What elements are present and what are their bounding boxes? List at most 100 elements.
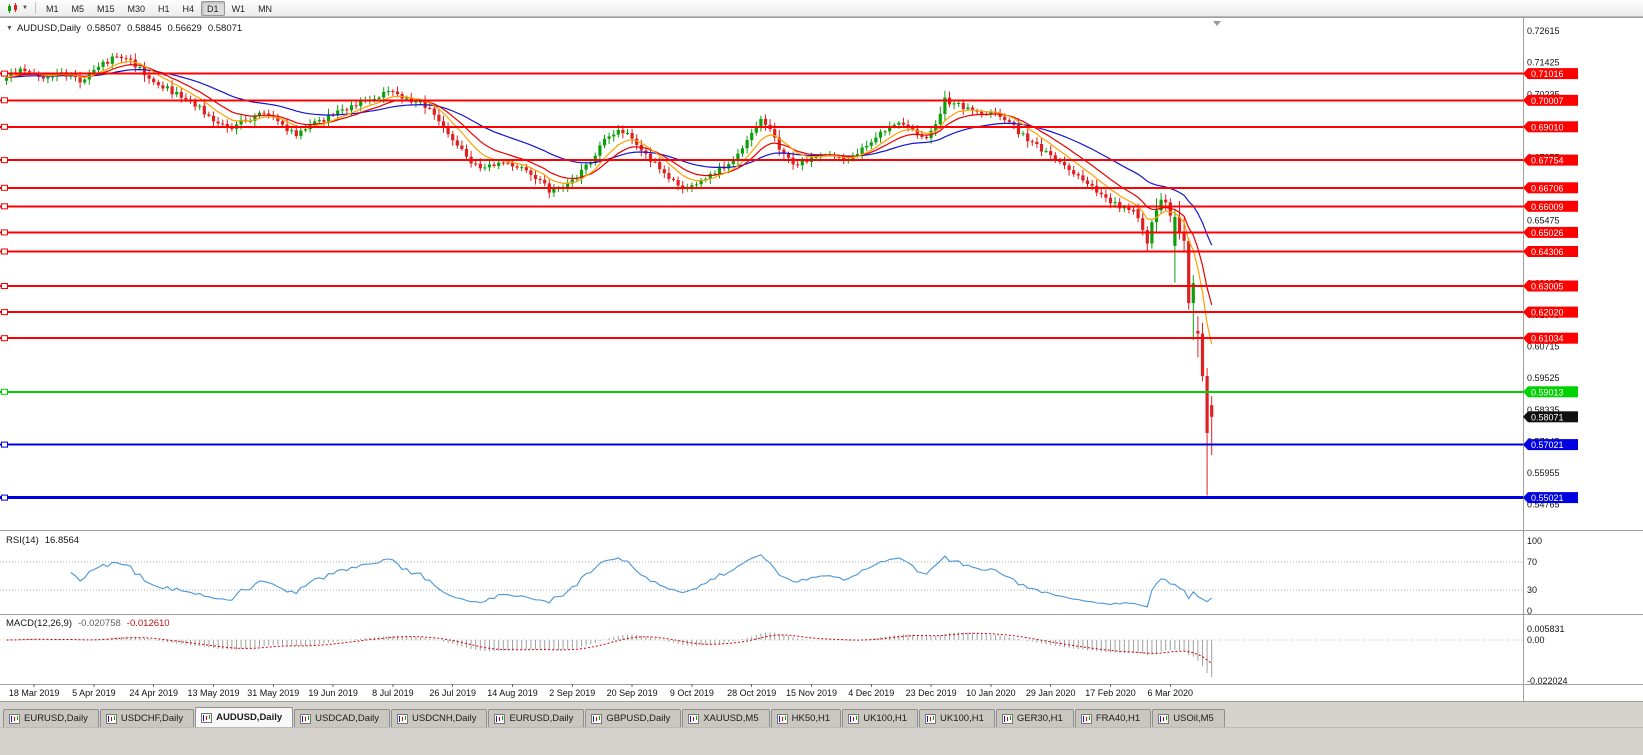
svg-text:0.57021: 0.57021 xyxy=(1531,440,1564,450)
price-tag: 0.64306 xyxy=(1523,246,1578,257)
date-axis-label: 10 Jan 2020 xyxy=(966,688,1016,698)
date-axis-label: 2 Sep 2019 xyxy=(549,688,595,698)
macd-axis-label: 0.00 xyxy=(1527,635,1545,645)
rsi-value: 16.8564 xyxy=(44,535,80,546)
chart-tab[interactable]: USDCHF,Daily xyxy=(99,709,195,727)
chart-type-button[interactable]: ▼ xyxy=(4,1,31,16)
chart-tab-label: XAUUSD,M5 xyxy=(703,713,759,724)
date-axis[interactable]: 18 Mar 2019 5 Apr 2019 24 Apr 2019 13 May 2… xyxy=(9,684,1193,698)
price-tag: 0.59013 xyxy=(1523,386,1578,398)
chart-tab-icon xyxy=(201,712,213,723)
timeframe-button-m5[interactable]: M5 xyxy=(71,3,84,14)
chart-tab[interactable]: UK100,H1 xyxy=(842,709,919,727)
date-axis-label: 20 Sep 2019 xyxy=(607,688,658,698)
chart-tab-icon xyxy=(776,713,788,724)
horizontal-line[interactable] xyxy=(0,203,1523,210)
price-axis-label: 0.58335 xyxy=(1527,405,1560,415)
chart-tab-label: EURUSD,Daily xyxy=(24,713,88,724)
chart-tab[interactable]: XAUUSD,M5 xyxy=(682,709,770,727)
horizontal-line[interactable] xyxy=(0,335,1523,342)
macd-axis-label: -0.022024 xyxy=(1527,676,1568,686)
horizontal-line[interactable] xyxy=(0,184,1523,191)
candles xyxy=(4,52,1214,496)
open-value: 0.58507 xyxy=(86,23,122,34)
chart-tab-label: EURUSD,Daily xyxy=(509,713,574,724)
timeframe-button-mn[interactable]: MN xyxy=(258,3,273,14)
timeframe-button-m15[interactable]: M15 xyxy=(96,3,115,14)
price-axis-label: 0.59525 xyxy=(1527,373,1560,383)
chart-tab[interactable]: GER30,H1 xyxy=(995,709,1074,727)
price-axis-label: 0.65475 xyxy=(1527,216,1560,226)
horizontal-line[interactable] xyxy=(0,494,1523,501)
date-axis-label: 19 Jun 2019 xyxy=(308,688,358,698)
timeframe-button-h1[interactable]: H1 xyxy=(158,3,170,14)
svg-text:0.55021: 0.55021 xyxy=(1531,493,1564,503)
horizontal-line[interactable] xyxy=(0,388,1523,395)
date-axis-label: 13 May 2019 xyxy=(187,688,239,698)
chart-shift-marker[interactable] xyxy=(1213,21,1221,26)
price-tag: 0.61034 xyxy=(1523,332,1578,344)
chart-window: 0.726150.714250.702350.690450.678550.666… xyxy=(0,17,1643,702)
chart-tab[interactable]: AUDUSD,Daily xyxy=(195,707,294,727)
chart-tab[interactable]: HK50,H1 xyxy=(770,709,842,727)
chart-tab[interactable]: FRA40,H1 xyxy=(1074,709,1152,727)
horizontal-line[interactable] xyxy=(0,229,1523,236)
rsi-axis-label: 0 xyxy=(1527,606,1532,616)
date-axis-label: 17 Feb 2020 xyxy=(1085,688,1136,698)
chart-title: ▼ AUDUSD,Daily 0.58507 0.58845 0.56629 0.5807… xyxy=(6,23,242,34)
rsi-line xyxy=(70,554,1213,608)
date-axis-label: 15 Nov 2019 xyxy=(786,688,837,698)
price-axis-label: 0.72615 xyxy=(1527,26,1560,36)
price-axis-label: 0.54765 xyxy=(1527,499,1560,509)
chart-tab[interactable]: UK100,H1 xyxy=(919,709,995,727)
chart-tab-label: USDCHF,Daily xyxy=(120,713,184,724)
chart-tab[interactable]: USDCNH,Daily xyxy=(391,709,488,727)
candlestick-chart-icon xyxy=(8,2,17,13)
chart-tab[interactable]: GBPUSD,Daily xyxy=(585,709,682,727)
svg-text:0.63005: 0.63005 xyxy=(1531,282,1564,292)
ma-slow-blue-line xyxy=(6,68,1213,246)
chart-tab-label: HK50,H1 xyxy=(791,713,831,724)
timeframe-toolbar: ▼ M1 M5 M15 M30 H1 H4 D1 W1 MN xyxy=(0,0,1643,17)
macd-axis-label: 0.005831 xyxy=(1527,624,1565,634)
horizontal-line[interactable] xyxy=(0,309,1523,316)
status-bar xyxy=(0,727,1643,755)
chart-tabs-bar: EURUSD,Daily USDCHF,Daily AUDUSD,Daily USDC… xyxy=(0,706,1643,727)
chart-tab-label: UK100,H1 xyxy=(863,713,908,724)
timeframe-button-m30[interactable]: M30 xyxy=(127,3,146,14)
horizontal-line[interactable] xyxy=(0,97,1523,104)
chart-canvas[interactable]: 0.726150.714250.702350.690450.678550.666… xyxy=(0,17,1643,702)
chart-tab-icon xyxy=(494,713,506,724)
chart-tab[interactable]: EURUSD,Daily xyxy=(488,709,585,727)
close-value: 0.58071 xyxy=(207,23,243,34)
horizontal-line[interactable] xyxy=(0,248,1523,255)
timeframe-button-m1[interactable]: M1 xyxy=(45,3,59,14)
horizontal-line[interactable] xyxy=(0,283,1523,289)
chart-tab-icon xyxy=(300,713,312,724)
collapse-icon[interactable]: ▼ xyxy=(6,25,13,32)
tabbar-gap xyxy=(0,702,1643,706)
rsi-axis-label: 70 xyxy=(1527,557,1537,567)
horizontal-line[interactable] xyxy=(0,123,1523,130)
chart-tab[interactable]: USOil,M5 xyxy=(1152,709,1225,727)
chart-tab[interactable]: EURUSD,Daily xyxy=(3,709,99,727)
rsi-axis-label: 100 xyxy=(1527,536,1542,546)
horizontal-line[interactable] xyxy=(0,157,1523,164)
timeframe-button-d1[interactable]: D1 xyxy=(201,0,225,16)
rsi-indicator-label: RSI(14) 16.8564 xyxy=(6,535,79,546)
price-tag: 0.71016 xyxy=(1523,68,1578,80)
date-axis-label: 23 Dec 2019 xyxy=(906,688,957,698)
chart-tab-label: USOil,M5 xyxy=(1173,713,1214,724)
horizontal-line[interactable] xyxy=(0,441,1523,448)
price-axis-label: 0.60715 xyxy=(1527,342,1560,352)
chart-tab-icon xyxy=(688,713,700,724)
timeframe-button-h4[interactable]: H4 xyxy=(182,3,195,14)
horizontal-line[interactable] xyxy=(0,70,1523,77)
macd-histogram xyxy=(10,632,1213,678)
date-axis-label: 5 Apr 2019 xyxy=(72,688,116,698)
ma-fast-orange-line xyxy=(6,60,1213,345)
chart-tab[interactable]: USDCAD,Daily xyxy=(294,709,391,727)
date-axis-label: 14 Aug 2019 xyxy=(487,688,538,698)
timeframe-button-w1[interactable]: W1 xyxy=(231,3,246,14)
